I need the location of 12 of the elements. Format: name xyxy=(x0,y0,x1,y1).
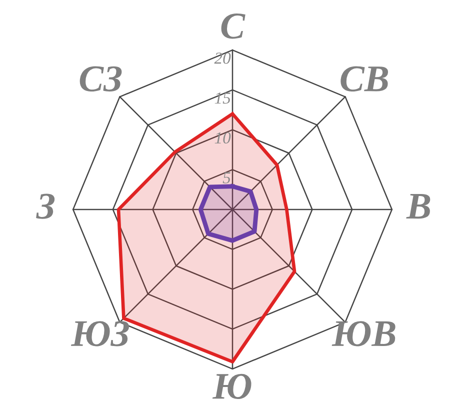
y-tick-label: 15 xyxy=(214,92,230,104)
y-tick-label: 20 xyxy=(214,52,231,64)
spoke-label: СВ xyxy=(340,66,388,92)
spoke-label: Ю xyxy=(212,374,252,400)
spoke-label: В xyxy=(406,194,430,219)
spoke-label: СЗ xyxy=(80,66,122,92)
y-tick-label: 5 xyxy=(222,172,230,184)
spoke-label: З xyxy=(36,194,55,219)
spoke-label: ЮЗ xyxy=(70,321,129,346)
spoke-label: С xyxy=(221,14,246,39)
spoke-label: ЮВ xyxy=(332,321,396,346)
y-tick-label: 10 xyxy=(214,132,231,144)
